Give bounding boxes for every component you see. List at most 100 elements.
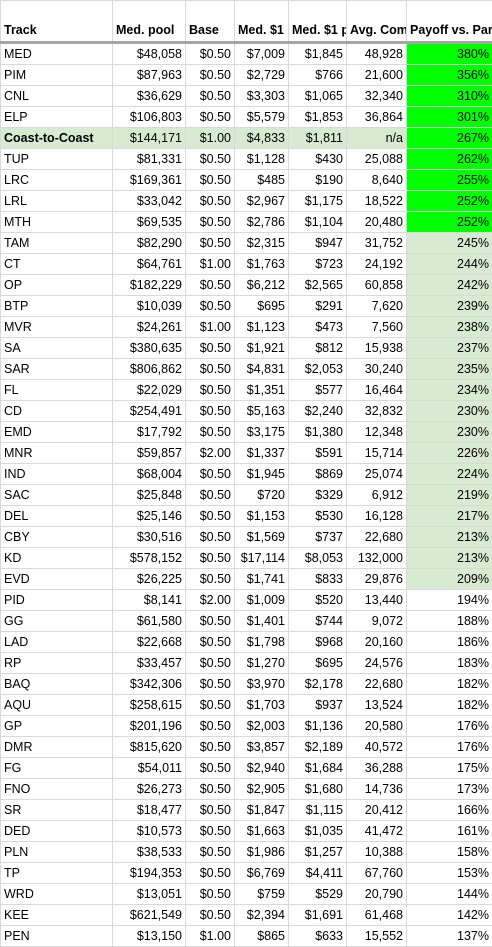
base-cell: $0.50 [186,296,235,317]
base-cell: $0.50 [186,191,235,212]
base-cell: $0.50 [186,380,235,401]
med-parlay-cell: $1,104 [289,212,347,233]
base-cell: $1.00 [186,254,235,275]
avg-combos-cell: 48,928 [347,43,407,65]
med-pay-cell: $1,663 [235,821,289,842]
payoff-cell: 188% [407,611,492,632]
payoff-cell: 245% [407,233,492,254]
track-cell: TAM [1,233,113,254]
med-pay-cell: $759 [235,884,289,905]
payoff-cell: 182% [407,674,492,695]
payoff-cell: 161% [407,821,492,842]
med-pool-cell: $106,803 [113,107,186,128]
med-pay-cell: $1,798 [235,632,289,653]
base-cell: $0.50 [186,632,235,653]
payoff-cell: 224% [407,464,492,485]
med-pool-cell: $38,533 [113,842,186,863]
med-pay-cell: $1,763 [235,254,289,275]
track-cell: FL [1,380,113,401]
med-pay-cell: $6,769 [235,863,289,884]
med-pay-cell: $7,009 [235,43,289,65]
med-parlay-cell: $2,053 [289,359,347,380]
med-pool-cell: $578,152 [113,548,186,569]
track-cell: AQU [1,695,113,716]
med-parlay-cell: $291 [289,296,347,317]
med-parlay-cell: $947 [289,233,347,254]
payoff-cell: 252% [407,212,492,233]
med-pay-cell: $5,579 [235,107,289,128]
base-cell: $0.50 [186,275,235,296]
med-pool-cell: $10,039 [113,296,186,317]
base-cell: $0.50 [186,548,235,569]
base-cell: $1.00 [186,926,235,947]
med-pay-cell: $1,847 [235,800,289,821]
track-cell: EMD [1,422,113,443]
med-pay-cell: $2,729 [235,65,289,86]
med-pay-cell: $2,905 [235,779,289,800]
med-pool-cell: $169,361 [113,170,186,191]
base-cell: $0.50 [186,569,235,590]
track-cell: BAQ [1,674,113,695]
track-cell: BTP [1,296,113,317]
avg-combos-cell: 16,464 [347,380,407,401]
med-pay-cell: $1,009 [235,590,289,611]
avg-combos-cell: 13,524 [347,695,407,716]
med-pay-cell: $485 [235,170,289,191]
payoff-cell: 356% [407,65,492,86]
avg-combos-cell: n/a [347,128,407,149]
header-row: Track Med. pool Base Med. $1 pay Med. $1… [1,1,492,43]
avg-combos-cell: 7,620 [347,296,407,317]
med-pool-cell: $144,171 [113,128,186,149]
med-pay-cell: $3,970 [235,674,289,695]
med-pay-cell: $1,123 [235,317,289,338]
med-pool-cell: $30,516 [113,527,186,548]
med-pool-cell: $380,635 [113,338,186,359]
med-pay-cell: $1,351 [235,380,289,401]
payoff-cell: 153% [407,863,492,884]
track-cell: SA [1,338,113,359]
avg-combos-cell: 30,240 [347,359,407,380]
med-pool-cell: $10,573 [113,821,186,842]
track-cell: MTH [1,212,113,233]
base-cell: $0.50 [186,842,235,863]
med-pay-cell: $1,921 [235,338,289,359]
payoff-cell: 252% [407,191,492,212]
base-cell: $0.50 [186,737,235,758]
payoff-cell: 230% [407,401,492,422]
track-cell: SR [1,800,113,821]
base-cell: $0.50 [186,485,235,506]
med-parlay-cell: $430 [289,149,347,170]
avg-combos-cell: 20,160 [347,632,407,653]
med-pool-cell: $201,196 [113,716,186,737]
med-pool-cell: $87,963 [113,65,186,86]
track-cell: DEL [1,506,113,527]
med-pool-cell: $22,029 [113,380,186,401]
payoff-cell: 213% [407,548,492,569]
payoff-cell: 267% [407,128,492,149]
avg-combos-cell: 15,552 [347,926,407,947]
med-pool-cell: $59,857 [113,443,186,464]
med-pool-cell: $194,353 [113,863,186,884]
med-parlay-cell: $766 [289,65,347,86]
med-pool-cell: $22,668 [113,632,186,653]
med-pay-cell: $865 [235,926,289,947]
avg-combos-cell: 32,340 [347,86,407,107]
med-pay-cell: $3,857 [235,737,289,758]
base-cell: $0.50 [186,674,235,695]
